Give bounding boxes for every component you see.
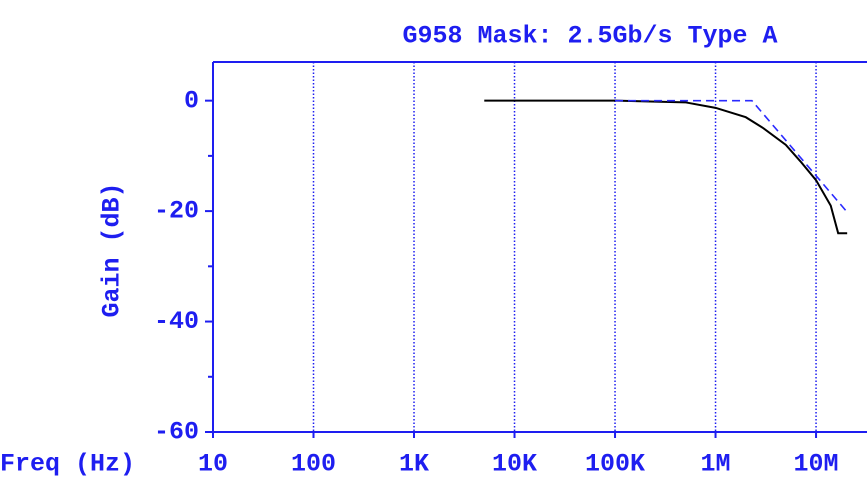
series-line (615, 99, 847, 212)
x-tick-label: 10 (198, 450, 228, 479)
series-line (484, 99, 848, 235)
y-tick-label: -20 (154, 197, 199, 226)
x-tick-label: 100 (291, 450, 336, 479)
x-axis-label: Freq (Hz) (0, 450, 135, 479)
x-tick-label: 1K (399, 450, 429, 479)
y-tick-label: -40 (154, 307, 199, 336)
y-tick-label: -60 (154, 418, 199, 447)
y-axis-label: Gain (dB) (98, 182, 127, 317)
x-tick-label: 10M (794, 450, 839, 479)
y-tick-label: 0 (184, 86, 199, 115)
x-tick-label: 1M (701, 450, 731, 479)
x-tick-label: 10K (492, 450, 537, 479)
chart-title: G958 Mask: 2.5Gb/s Type A (402, 22, 777, 51)
x-tick-label: 100K (585, 450, 645, 479)
